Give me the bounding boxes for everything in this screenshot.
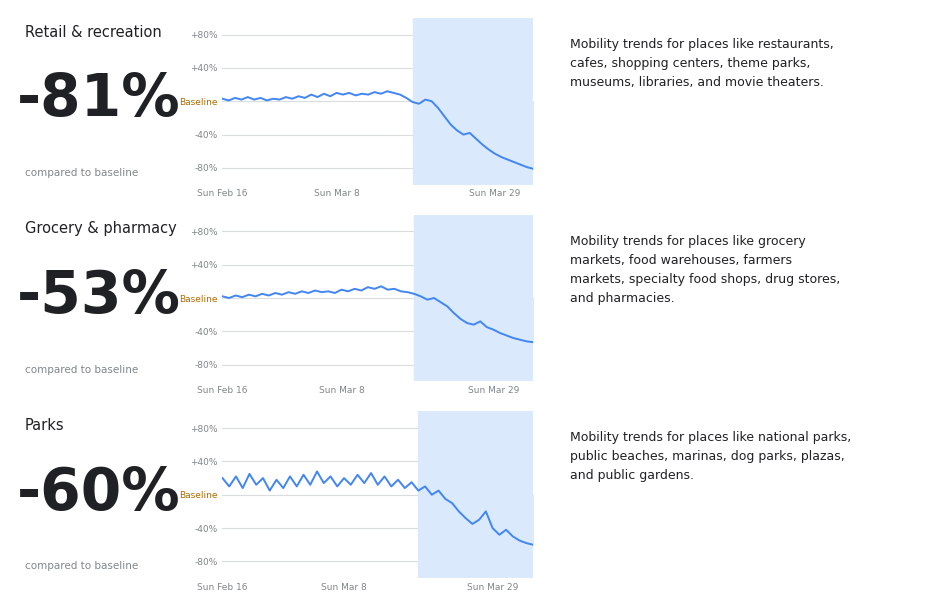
Bar [418,411,533,578]
Text: Mobility trends for places like grocery
markets, food warehouses, farmers
market: Mobility trends for places like grocery … [570,235,840,305]
Text: compared to baseline: compared to baseline [25,168,138,178]
Text: -53%: -53% [17,268,181,325]
Text: compared to baseline: compared to baseline [25,561,138,572]
Text: -60%: -60% [17,465,181,522]
Text: Parks: Parks [25,418,65,433]
Text: Mobility trends for places like national parks,
public beaches, marinas, dog par: Mobility trends for places like national… [570,432,852,482]
Text: Retail & recreation: Retail & recreation [25,24,162,39]
Text: Grocery & pharmacy: Grocery & pharmacy [25,221,177,236]
Text: -81%: -81% [17,72,181,128]
Bar [413,18,533,185]
Text: compared to baseline: compared to baseline [25,365,138,375]
Bar [414,215,533,381]
Text: Mobility trends for places like restaurants,
cafes, shopping centers, theme park: Mobility trends for places like restaura… [570,38,834,89]
